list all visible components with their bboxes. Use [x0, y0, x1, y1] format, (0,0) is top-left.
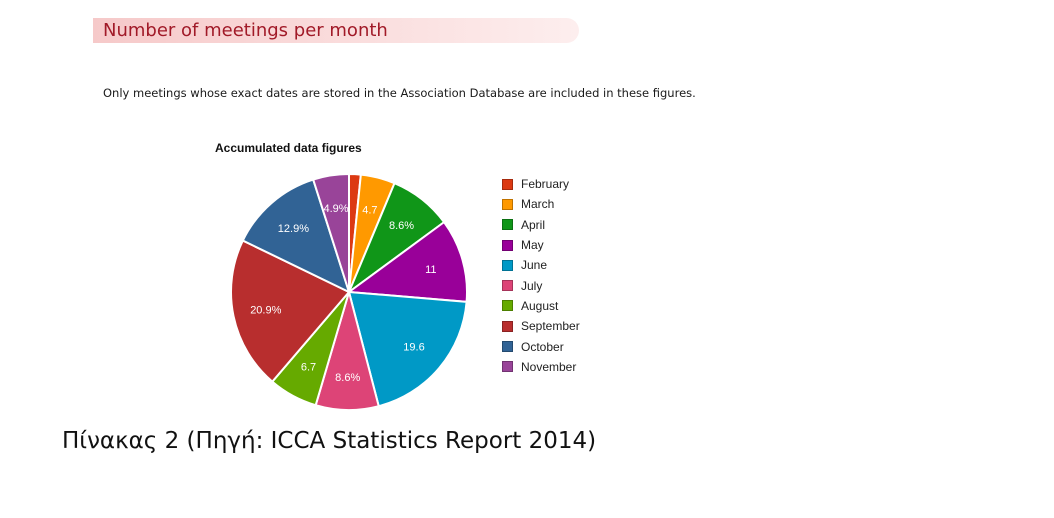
- legend-item-september: September: [502, 316, 580, 336]
- legend-label: July: [521, 278, 543, 293]
- legend-label: October: [521, 339, 564, 354]
- pie-label-april: 8.6%: [389, 220, 414, 232]
- legend-swatch: [502, 341, 513, 353]
- legend-swatch: [502, 239, 513, 251]
- legend-label: November: [521, 359, 577, 374]
- pie-slice-september: [230, 239, 351, 384]
- legend-swatch: [502, 178, 513, 190]
- pie-label-march: 4.7: [362, 205, 377, 217]
- legend-item-may: May: [502, 235, 580, 255]
- pie-label-june: 19.6: [403, 342, 424, 354]
- legend-item-august: August: [502, 296, 580, 316]
- pie-label-november: 4.9%: [323, 203, 348, 215]
- pie-slice-october: [241, 178, 351, 294]
- data-note: Only meetings whose exact dates are stor…: [103, 86, 696, 100]
- legend-label: June: [521, 258, 548, 273]
- pie-label-august: 6.7: [301, 362, 316, 374]
- legend-swatch: [502, 280, 513, 292]
- legend-swatch: [502, 320, 513, 332]
- legend-label: September: [521, 319, 580, 334]
- pie-slice-november: [311, 172, 350, 293]
- section-header-bar: Number of meetings per month: [93, 18, 579, 43]
- legend-item-march: March: [502, 194, 580, 214]
- legend-item-july: July: [502, 275, 580, 295]
- legend-item-february: February: [502, 174, 580, 194]
- legend-item-april: April: [502, 215, 580, 235]
- legend-swatch: [502, 300, 513, 312]
- legend-swatch: [502, 361, 513, 373]
- legend-label: May: [521, 238, 544, 253]
- pie-label-july: 8.6%: [335, 372, 360, 384]
- pie-label-october: 12.9%: [278, 223, 309, 235]
- section-title: Number of meetings per month: [103, 20, 388, 41]
- legend-item-june: June: [502, 255, 580, 275]
- legend-swatch: [502, 198, 513, 210]
- chart-legend: February March April May June July August Septe…: [502, 174, 580, 377]
- legend-label: August: [521, 298, 559, 313]
- legend-swatch: [502, 259, 513, 271]
- chart-title: Accumulated data figures: [215, 141, 362, 155]
- legend-label: February: [521, 177, 570, 192]
- figure-caption: Πίνακας 2 (Πηγή: ICCA Statistics Report …: [62, 428, 597, 454]
- legend-label: April: [521, 217, 546, 232]
- legend-label: March: [521, 197, 555, 212]
- legend-item-october: October: [502, 336, 580, 356]
- pie-slice-may: [346, 220, 468, 303]
- pie-slice-june: [347, 290, 468, 408]
- pie-label-may: 11: [425, 264, 436, 276]
- pie-label-september: 20.9%: [250, 304, 281, 316]
- legend-item-november: November: [502, 357, 580, 377]
- legend-swatch: [502, 219, 513, 231]
